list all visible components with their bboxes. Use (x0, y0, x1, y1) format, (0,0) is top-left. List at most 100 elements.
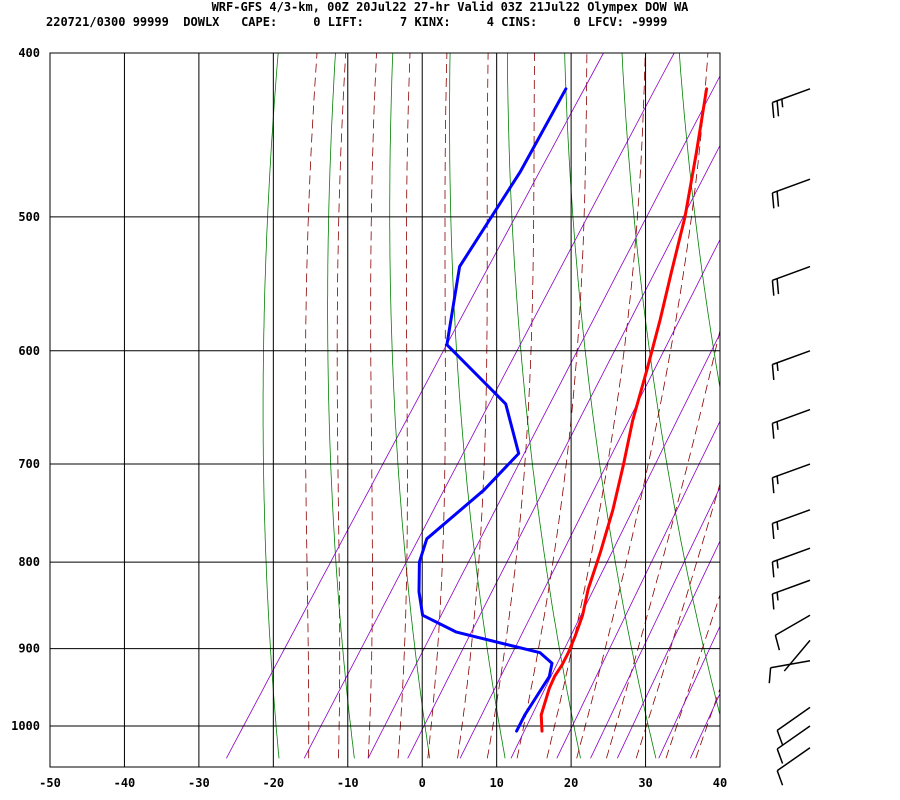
wind-barb (774, 614, 811, 651)
barb-half-flag (781, 99, 784, 108)
dry-adiabat (678, 53, 720, 391)
background-lines (226, 44, 900, 759)
x-tick-label: -50 (39, 776, 61, 790)
barb-shaft (772, 408, 811, 424)
mixing-ratio-line (367, 75, 720, 759)
barb-shaft (770, 660, 811, 669)
wind-barb (771, 408, 811, 439)
moist-adiabat (606, 328, 720, 759)
moist-adiabat (427, 53, 448, 759)
wind-barb (768, 660, 811, 684)
barb-half-flag (776, 521, 779, 531)
dry-adiabat (506, 53, 581, 759)
barb-shaft (776, 747, 811, 772)
barb-half-flag (776, 475, 779, 485)
barb-shaft (776, 706, 811, 731)
x-tick-label: 40 (713, 776, 727, 790)
wind-barb (771, 547, 811, 578)
barb-flag (776, 730, 784, 746)
moist-adiabat (665, 593, 720, 759)
wind-barb (771, 463, 811, 494)
barb-flag (771, 477, 775, 494)
wind-barbs (768, 88, 811, 786)
barb-shaft (772, 463, 811, 479)
pressure-tick-label: 500 (18, 210, 40, 224)
wind-barb (771, 509, 811, 539)
mixing-ratio-line (556, 420, 720, 759)
x-tick-labels: -50 -40 -30 -20 -10 0 10 20 30 40 (39, 776, 727, 790)
mixing-ratio-line (303, 53, 675, 759)
pressure-tick-labels: 400 500 600 700 800 900 1000 (11, 46, 40, 733)
dry-adiabat (736, 44, 882, 759)
x-tick-label: -10 (337, 776, 359, 790)
barb-shaft (772, 579, 811, 595)
dry-adiabat (262, 53, 280, 759)
moist-adiabat (516, 53, 588, 759)
x-tick-label: 20 (564, 776, 578, 790)
barb-flag (771, 561, 775, 578)
moist-adiabat (546, 53, 646, 759)
moist-adiabat (486, 53, 535, 759)
wind-barb (776, 725, 811, 764)
grid-lines (49, 52, 721, 767)
barb-flag (776, 278, 780, 295)
dry-adiabat (621, 53, 720, 717)
mixing-ratio-line (226, 53, 604, 759)
wind-barb (771, 178, 811, 209)
mixing-ratio-line (727, 53, 900, 758)
profile-line (417, 87, 568, 733)
dry-adiabat (389, 53, 431, 759)
mixing-ratio-line (407, 144, 720, 759)
plot-frame (49, 52, 721, 768)
barb-flag (774, 635, 781, 651)
barb-half-flag (776, 362, 779, 372)
barb-flag (771, 593, 775, 610)
mixing-ratio-line (690, 692, 720, 759)
barb-flag (771, 280, 775, 296)
pressure-tick-label: 600 (18, 344, 40, 358)
dry-adiabat (449, 53, 506, 759)
barb-half-flag (776, 592, 779, 601)
barb-shaft (772, 178, 811, 194)
moist-adiabat (304, 53, 318, 759)
barb-shaft (783, 639, 811, 672)
pressure-tick-label: 700 (18, 457, 40, 471)
wind-barb (783, 639, 811, 672)
pressure-tick-label: 800 (18, 555, 40, 569)
dry-adiabat (327, 53, 355, 759)
moist-adiabat (367, 53, 377, 759)
barb-flag (771, 523, 775, 539)
x-tick-label: -30 (188, 776, 210, 790)
barb-flag (768, 667, 772, 684)
mixing-ratio-line (616, 540, 720, 759)
barb-flag (771, 192, 775, 209)
pressure-tick-label: 1000 (11, 719, 40, 733)
barb-flag (776, 748, 784, 764)
barb-half-flag (776, 421, 779, 430)
wind-barb (771, 579, 811, 610)
dry-adiabat (564, 53, 657, 759)
barb-shaft (772, 88, 811, 104)
x-tick-label: 0 (419, 776, 426, 790)
barb-flag (776, 191, 780, 207)
x-tick-label: 30 (638, 776, 652, 790)
wind-barb (771, 88, 811, 119)
dry-adiabat (850, 44, 900, 759)
barb-shaft (772, 547, 811, 563)
wind-barb (776, 706, 811, 746)
barb-flag (776, 770, 784, 786)
moist-adiabat (726, 53, 900, 758)
barb-shaft (772, 265, 811, 281)
moist-adiabat (635, 482, 720, 759)
wind-barb (776, 747, 811, 786)
barb-flag (771, 102, 775, 119)
mixing-ratio-line (590, 486, 720, 759)
mixing-ratio-line (459, 238, 720, 759)
profile-lines (417, 87, 709, 733)
profile-line (539, 87, 709, 733)
moist-adiabat (397, 53, 411, 759)
dry-adiabat (793, 44, 900, 759)
chart-subtitle: 220721/0300 99999 DOWLX CAPE: 0 LIFT: 7 … (46, 15, 668, 29)
pressure-tick-label: 400 (18, 46, 40, 60)
